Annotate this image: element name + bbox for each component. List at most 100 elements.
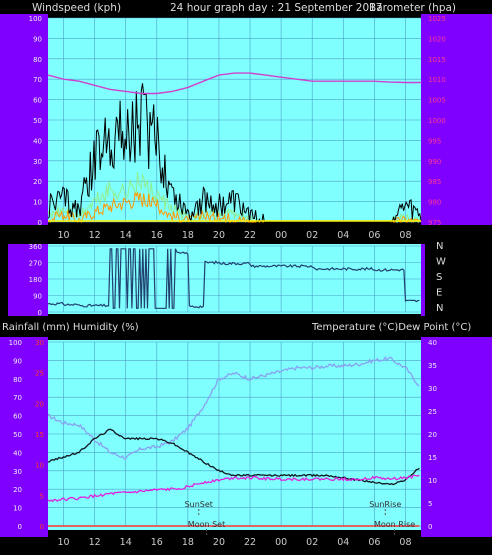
- temperature-y-tick-label: 0: [428, 523, 432, 531]
- barometer-y-tick-label: 995: [428, 137, 441, 145]
- barometer-y-tick-label: 990: [428, 158, 441, 166]
- temperature-y-tick-label: 25: [428, 408, 437, 416]
- wind-y-tick-label: 70: [33, 76, 42, 84]
- wind-x-tick-label: 04: [337, 230, 349, 241]
- humidity-y-tick-label: 90: [13, 357, 22, 365]
- barometer-y-tick-label: 1010: [428, 76, 446, 84]
- wind-y-tick-label: 40: [33, 137, 42, 145]
- wind-x-tick-label: 06: [368, 230, 380, 241]
- direction-right-strip: [421, 244, 425, 316]
- sun-moon-annotation: Moon Set: [188, 520, 225, 529]
- temp-x-tick-label: 22: [244, 537, 256, 548]
- wind-x-tick-label: 16: [151, 230, 163, 241]
- humidity-y-tick-label: 80: [13, 376, 22, 384]
- compass-label: W: [436, 257, 446, 268]
- temp-x-tick-label: 04: [337, 537, 349, 548]
- humidity-y-tick-label: 20: [13, 486, 22, 494]
- humidity-y-tick-label: 100: [9, 339, 22, 347]
- temp-x-tick-label: 02: [306, 537, 318, 548]
- temp-x-tick-label: 06: [368, 537, 380, 548]
- barometer-line: [47, 72, 421, 95]
- wind-y-tick-label: 100: [29, 15, 42, 23]
- barometer-y-tick-label: 975: [428, 219, 441, 227]
- barometer-y-tick-label: 980: [428, 199, 441, 207]
- wind-x-tick-label: 10: [57, 230, 69, 241]
- humidity-y-tick-label: 10: [13, 505, 22, 513]
- sun-moon-annotation: SunSet: [185, 500, 213, 509]
- barometer-axis-strip: [421, 14, 492, 225]
- barometer-y-tick-label: 1000: [428, 117, 446, 125]
- temp-plot-area: [48, 340, 421, 530]
- direction-y-tick-label: 0: [38, 309, 42, 317]
- wind-y-tick-label: 30: [33, 158, 42, 166]
- direction-y-tick-label: 360: [29, 243, 42, 251]
- wind-x-tick-label: 08: [399, 230, 411, 241]
- header-barometer-label: Barometer (hpa): [369, 2, 456, 14]
- wind-x-tick-label: 14: [120, 230, 132, 241]
- temp-x-tick-label: 14: [120, 537, 132, 548]
- wind-y-tick-label: 20: [33, 178, 42, 186]
- temperature-y-tick-label: 10: [428, 477, 437, 485]
- temperature-y-tick-label: 15: [428, 454, 437, 462]
- wind-y-tick-label: 0: [38, 219, 42, 227]
- direction-y-tick-label: 90: [33, 293, 42, 301]
- barometer-y-tick-label: 1020: [428, 35, 446, 43]
- wind-x-tick-label: 00: [275, 230, 287, 241]
- rainfall-y-tick-label: 5: [40, 492, 44, 500]
- humidity-y-tick-label: 40: [13, 449, 22, 457]
- temperature-y-tick-label: 5: [428, 500, 432, 508]
- wind-y-tick-label: 10: [33, 199, 42, 207]
- header-windspeed-label: Windspeed (kph): [32, 2, 121, 14]
- humidity-y-tick-label: 30: [13, 468, 22, 476]
- temp-x-tick-label: 08: [399, 537, 411, 548]
- barometer-y-tick-label: 1025: [428, 15, 446, 23]
- humidity-y-tick-label: 60: [13, 413, 22, 421]
- rainfall-y-tick-label: 10: [35, 462, 44, 470]
- rainfall-y-tick-label: 30: [35, 339, 44, 347]
- temp-x-tick-label: 16: [151, 537, 163, 548]
- barometer-y-tick-label: 1015: [428, 56, 446, 64]
- wind-axis-strip: [0, 14, 48, 225]
- barometer-y-tick-label: 1005: [428, 97, 446, 105]
- humidity-y-tick-label: 0: [18, 523, 22, 531]
- compass-label: N: [436, 241, 443, 252]
- header-date-title: 24 hour graph day : 21 September 2017: [170, 2, 382, 14]
- rain-humidity-axis-label: Rainfall (mm) Humidity (%): [2, 322, 139, 333]
- barometer-y-tick-label: 985: [428, 178, 441, 186]
- humidity-y-tick-label: 50: [13, 431, 22, 439]
- temp-x-tick-label: 18: [182, 537, 194, 548]
- wind-x-tick-label: 20: [213, 230, 225, 241]
- wind-x-tick-label: 18: [182, 230, 194, 241]
- temp-x-tick-label: 20: [213, 537, 225, 548]
- direction-axis-strip: [8, 244, 48, 316]
- temp-dewpoint-axis-label: Temperature (°C)Dew Point (°C): [311, 322, 471, 333]
- humidity-y-tick-label: 70: [13, 394, 22, 402]
- temp-x-tick-label: 00: [275, 537, 287, 548]
- rainfall-y-tick-label: 15: [35, 431, 44, 439]
- wind-y-tick-label: 80: [33, 56, 42, 64]
- humidity-line: [47, 355, 420, 460]
- temp-humidity-panel: 0 10 20 30 40 50 60 70 80 90 100 0 5 10 15 20 25 30 0 5 10 1…: [0, 337, 492, 537]
- direction-y-tick-label: 180: [29, 276, 42, 284]
- wind-gust-line: [47, 83, 422, 223]
- compass-label: N: [436, 303, 443, 314]
- wind-x-tick-label: 22: [244, 230, 256, 241]
- temperature-y-tick-label: 35: [428, 362, 437, 370]
- sun-moon-annotation: SunRise: [369, 500, 401, 509]
- temperature-y-tick-label: 30: [428, 385, 437, 393]
- temp-x-tick-label: 10: [57, 537, 69, 548]
- compass-label: S: [436, 272, 442, 283]
- temperature-y-tick-label: 40: [428, 339, 437, 347]
- compass-label: E: [436, 288, 442, 299]
- rainfall-y-tick-label: 20: [35, 400, 44, 408]
- temperature-y-tick-label: 20: [428, 431, 437, 439]
- wind-y-tick-label: 90: [33, 35, 42, 43]
- humidity-axis-strip: [0, 337, 48, 537]
- dewpoint-line: [47, 474, 420, 503]
- rainfall-y-tick-label: 25: [35, 370, 44, 378]
- sun-moon-annotation: Moon Rise: [374, 520, 415, 529]
- wind-y-tick-label: 60: [33, 97, 42, 105]
